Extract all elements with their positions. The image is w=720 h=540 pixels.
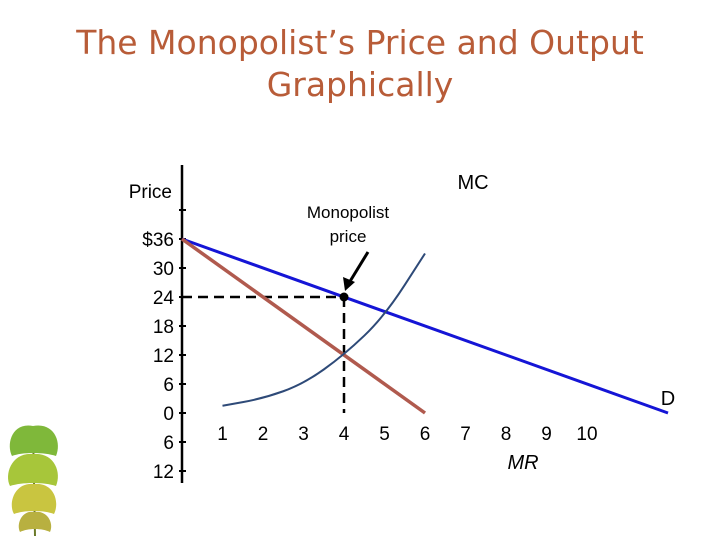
x-tick-label: 5 [379,424,390,445]
x-tick-label: 3 [298,424,309,445]
annotation-arrow [347,251,370,284]
slide-title-line-1: The Monopolist’s Price and Output [76,23,644,62]
demand-label: D [661,388,675,410]
slide-title: The Monopolist’s Price and Output Graphi… [0,22,720,106]
y-tick-label: 30 [153,259,174,280]
mc-curve [222,252,426,407]
mc-label: MC [457,172,488,194]
x-tick-label: 2 [258,424,269,445]
demand-line [181,237,669,415]
y-tick-label: 0 [163,404,174,425]
x-tick-label: 9 [541,424,552,445]
y-tick-label: 6 [163,433,174,454]
x-tick-label: 10 [576,424,597,445]
y-axis-label: Price [129,182,172,203]
series-layer [180,237,669,415]
x-tick-label: 4 [339,424,350,445]
guide-layer [182,295,346,413]
x-tick-label: 8 [501,424,512,445]
mr-label: MR [507,452,538,474]
annotation-label-line-2: price [330,227,367,246]
mr-line [180,237,427,415]
ginkgo-leaf-decoration [8,425,58,537]
slide-title-line-2: Graphically [266,65,454,104]
annotation-label-line-1: Monopolist [307,203,389,222]
annotation-arrowhead [343,277,355,291]
y-tick-label: 24 [153,288,175,309]
monopolist-price-point [339,292,349,302]
y-tick-label: $36 [142,230,174,251]
y-tick-label: 12 [153,462,174,483]
y-tick-label: 12 [153,346,174,367]
axis-layer [179,165,186,483]
x-tick-label: 6 [420,424,431,445]
y-tick-label: 6 [163,375,174,396]
y-tick-label: 18 [153,317,174,338]
x-tick-label: 7 [460,424,471,445]
x-tick-label: 1 [217,424,228,445]
